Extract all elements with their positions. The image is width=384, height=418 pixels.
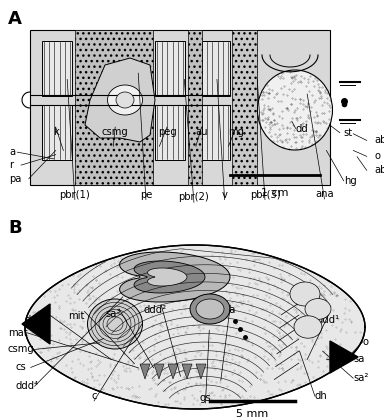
Polygon shape (25, 245, 365, 409)
Bar (155, 104, 185, 160)
Text: csmg: csmg (102, 127, 129, 137)
Text: pbr(3): pbr(3) (250, 190, 280, 200)
Text: dh: dh (315, 391, 328, 401)
Polygon shape (154, 364, 164, 379)
Polygon shape (196, 364, 206, 379)
Text: ddd²: ddd² (144, 305, 167, 315)
Text: sa²: sa² (353, 373, 369, 383)
Text: ddd³: ddd³ (25, 315, 48, 325)
Text: pa: pa (10, 174, 22, 184)
Polygon shape (330, 341, 358, 373)
Ellipse shape (294, 316, 322, 338)
Text: 5 mm: 5 mm (236, 409, 268, 418)
Text: sa: sa (225, 305, 236, 315)
Text: ddd⁴: ddd⁴ (15, 381, 38, 391)
Polygon shape (22, 304, 50, 344)
Text: mit: mit (69, 311, 85, 321)
Text: sa: sa (353, 354, 365, 364)
Bar (200, 41, 230, 95)
Polygon shape (85, 58, 155, 142)
Text: abr: abr (374, 166, 384, 175)
Text: ana: ana (315, 189, 334, 199)
Text: ddd¹: ddd¹ (317, 315, 340, 325)
Bar (232, 30, 257, 185)
Text: sa³: sa³ (106, 309, 121, 319)
Text: pbr(1): pbr(1) (60, 190, 90, 200)
Text: r: r (10, 160, 14, 170)
Text: hg: hg (344, 176, 356, 186)
Text: v: v (222, 190, 228, 200)
Text: B: B (8, 219, 22, 237)
Ellipse shape (108, 85, 142, 115)
Bar (188, 30, 202, 185)
Text: o: o (374, 151, 381, 161)
Polygon shape (168, 364, 178, 379)
Bar (30, 30, 330, 185)
Bar (200, 104, 230, 160)
Bar (42, 104, 72, 160)
Text: k: k (53, 127, 58, 137)
Text: abr: abr (374, 135, 384, 145)
Polygon shape (134, 261, 205, 293)
Polygon shape (119, 252, 230, 302)
Text: au: au (195, 127, 208, 137)
Ellipse shape (116, 92, 134, 108)
Polygon shape (147, 268, 187, 286)
Text: dd: dd (296, 124, 308, 133)
Text: pbr(2): pbr(2) (179, 192, 209, 202)
Text: gs: gs (200, 393, 211, 403)
Text: a: a (10, 147, 16, 157)
Ellipse shape (88, 299, 142, 349)
Text: c: c (91, 391, 97, 401)
Text: pe: pe (140, 190, 152, 200)
Text: st: st (344, 128, 353, 138)
Bar (75, 30, 153, 185)
Text: mg: mg (228, 127, 244, 137)
Bar (155, 41, 185, 95)
Text: csmg: csmg (8, 344, 35, 354)
Text: A: A (8, 10, 22, 28)
Bar (42, 41, 72, 95)
Text: cs: cs (15, 362, 26, 372)
Polygon shape (140, 364, 150, 379)
Ellipse shape (190, 294, 230, 324)
Ellipse shape (290, 282, 320, 306)
Text: o: o (363, 337, 369, 347)
Ellipse shape (305, 298, 331, 319)
Polygon shape (182, 364, 192, 379)
Ellipse shape (196, 299, 224, 319)
Ellipse shape (258, 70, 333, 150)
Text: mat: mat (8, 328, 27, 338)
Text: peg: peg (158, 127, 176, 137)
Text: 1 cm: 1 cm (261, 188, 289, 198)
